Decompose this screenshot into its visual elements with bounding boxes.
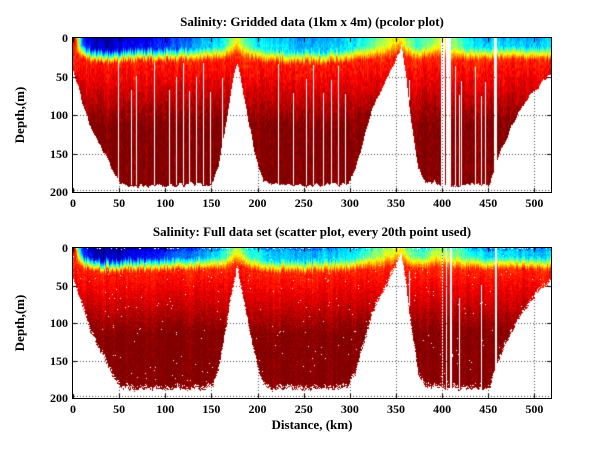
x-tick-label: 350 bbox=[386, 402, 405, 416]
x-tick-label: 100 bbox=[156, 196, 175, 210]
x-tick-label: 500 bbox=[525, 402, 544, 416]
x-tick-label: 250 bbox=[294, 196, 313, 210]
y-tick-label: 200 bbox=[50, 391, 68, 405]
top-plot-title: Salinity: Gridded data (1km x 4m) (pcolo… bbox=[180, 14, 444, 29]
x-tick-label: 450 bbox=[479, 196, 498, 210]
x-tick-label: 50 bbox=[113, 196, 126, 210]
x-tick-label: 400 bbox=[433, 196, 452, 210]
x-tick-label: 150 bbox=[202, 402, 221, 416]
x-tick-label: 100 bbox=[156, 402, 175, 416]
y-tick-label: 50 bbox=[56, 278, 68, 293]
x-tick-label: 0 bbox=[70, 196, 76, 210]
y-tick-label: 0 bbox=[62, 241, 68, 255]
bottom-plot-title: Salinity: Full data set (scatter plot, e… bbox=[152, 224, 472, 239]
x-tick-label: 0 bbox=[70, 402, 76, 416]
x-tick-label: 200 bbox=[248, 196, 267, 210]
x-tick-label: 400 bbox=[433, 402, 452, 416]
y-tick-label: 150 bbox=[50, 146, 68, 161]
y-tick-label: 100 bbox=[50, 108, 68, 122]
bottom-plot-canvas bbox=[73, 248, 551, 398]
x-tick-label: 300 bbox=[340, 196, 359, 210]
x-tick-label: 250 bbox=[294, 402, 313, 416]
x-tick-label: 150 bbox=[202, 196, 221, 210]
top-plot-area bbox=[72, 37, 552, 193]
x-tick-label: 450 bbox=[479, 402, 498, 416]
top-y-axis-label: Depth,(m) bbox=[12, 86, 27, 144]
x-tick-label: 300 bbox=[340, 402, 359, 416]
x-tick-label: 200 bbox=[248, 402, 267, 416]
x-tick-label: 50 bbox=[113, 402, 126, 416]
bottom-y-axis-label: Depth,(m) bbox=[12, 294, 27, 352]
y-tick-label: 150 bbox=[50, 353, 68, 368]
y-tick-label: 0 bbox=[62, 31, 68, 45]
y-tick-label: 200 bbox=[50, 185, 68, 199]
top-plot-canvas bbox=[73, 38, 551, 192]
y-tick-label: 100 bbox=[50, 316, 68, 330]
y-tick-label: 50 bbox=[56, 69, 68, 84]
x-tick-label: 500 bbox=[525, 196, 544, 210]
x-axis-label: Distance, (km) bbox=[271, 417, 353, 432]
bottom-plot-area bbox=[72, 247, 552, 399]
x-tick-label: 350 bbox=[386, 196, 405, 210]
